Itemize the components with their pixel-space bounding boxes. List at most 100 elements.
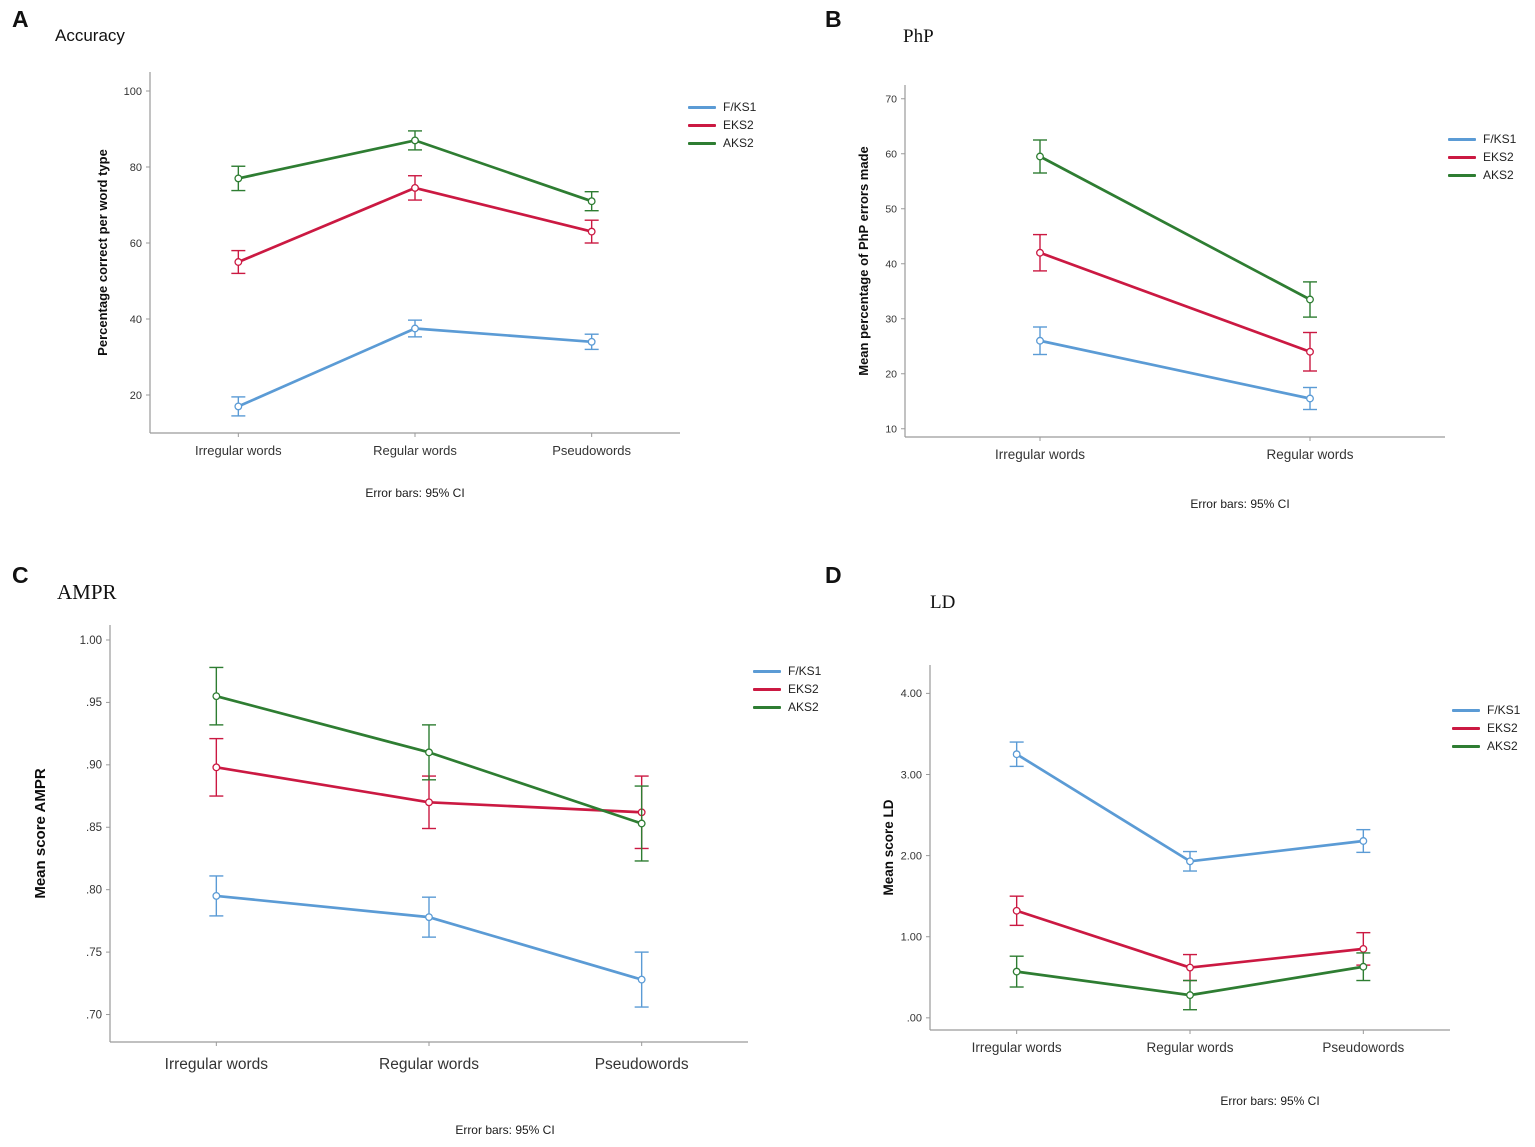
x-category-label: Pseudowords	[1322, 1040, 1404, 1055]
line-chart-accuracy: 20 40 60 80 100 Irregular words Regular words P…	[0, 0, 790, 558]
data-point-marker	[1012, 750, 1021, 759]
chart-title-ampr: AMPR	[57, 580, 117, 604]
chart-svg-A: 20 40 60 80 100 Irregular words Regular words P…	[95, 72, 680, 458]
series-line	[1038, 155, 1312, 301]
x-category-label: Irregular words	[195, 443, 282, 458]
legend-item-eks2: EKS2	[688, 118, 756, 132]
data-point-marker	[425, 913, 433, 922]
legend-line-swatch	[1452, 744, 1480, 748]
panel-letter-d: D	[825, 562, 842, 588]
chart-svg-D: .00 1.00 2.00 3.00 4.00 Irregular words Regula…	[881, 665, 1450, 1055]
legend-line-swatch	[688, 141, 716, 145]
panel-letter-a: A	[12, 6, 29, 32]
legend-label: AKS2	[1487, 739, 1518, 753]
legend-label: AKS2	[1483, 168, 1514, 182]
x-category-label: Irregular words	[972, 1040, 1062, 1055]
series-aks2	[1033, 139, 1317, 318]
data-point-marker	[1306, 347, 1314, 356]
y-tick-label: 60	[885, 149, 897, 161]
legend-label: F/KS1	[1483, 132, 1517, 146]
series-eks2	[1009, 895, 1371, 982]
y-tick-label: 60	[130, 238, 142, 250]
legend-line-swatch	[688, 123, 716, 127]
data-point-marker	[425, 798, 433, 807]
series-eks2	[231, 175, 599, 275]
data-point-marker	[1306, 394, 1314, 403]
y-tick-label: .95	[86, 697, 102, 709]
error-bars-caption-accuracy: Error bars: 95% CI	[365, 486, 465, 500]
data-point-marker	[1186, 991, 1194, 1000]
data-point-marker	[587, 337, 596, 346]
y-tick-label: 30	[885, 314, 897, 326]
series-fks1	[231, 319, 599, 417]
data-point-marker	[637, 975, 646, 984]
series-aks2	[1009, 952, 1371, 1011]
y-tick-label: .75	[86, 947, 102, 959]
x-category-label: Pseudowords	[595, 1056, 689, 1073]
series-line	[1038, 339, 1312, 400]
legend-item-fks1: F/KS1	[1448, 132, 1516, 146]
legend-label: AKS2	[788, 700, 819, 714]
x-category-label: Regular words	[373, 443, 457, 458]
panel-letter-c: C	[12, 562, 29, 588]
legend-line-swatch	[1448, 137, 1476, 141]
panel-accuracy: A Accuracy 20 40 60 80 100 Irregular words Reg…	[0, 0, 790, 558]
y-tick-label: .90	[86, 760, 102, 772]
series-aks2	[209, 666, 649, 862]
chart-title-ld: LD	[930, 592, 956, 613]
data-point-marker	[411, 136, 419, 145]
legend-item-fks1: F/KS1	[688, 100, 756, 114]
series-line	[1015, 752, 1365, 863]
series-line	[1038, 251, 1312, 354]
data-point-marker	[1359, 962, 1368, 971]
legend-label: F/KS1	[723, 100, 757, 114]
data-point-marker	[587, 197, 596, 206]
legend-item-aks2: AKS2	[688, 136, 756, 150]
data-point-marker	[425, 748, 433, 757]
x-category-label: Regular words	[1266, 447, 1353, 462]
data-point-marker	[212, 891, 221, 900]
error-bars-caption-ampr: Error bars: 95% CI	[455, 1123, 555, 1137]
series-line	[236, 327, 594, 408]
legend-item-aks2: AKS2	[1452, 739, 1520, 753]
data-point-marker	[1036, 248, 1044, 257]
legend-line-swatch	[1448, 155, 1476, 159]
legend-label: F/KS1	[1487, 703, 1521, 717]
series-aks2	[231, 130, 599, 212]
data-point-marker	[1306, 295, 1314, 304]
legend-item-fks1: F/KS1	[753, 664, 821, 678]
chart-svg-C: .70 .75 .80 .85 .90 .95 1.00 Irregular words Reg…	[32, 625, 748, 1073]
legend-ld: F/KS1 EKS2 AKS2	[1452, 703, 1520, 757]
y-axis-label: Percentage correct per word type	[95, 149, 110, 356]
data-point-marker	[1012, 967, 1021, 976]
y-tick-label: 40	[130, 314, 142, 326]
data-point-marker	[212, 692, 221, 701]
x-category-label: Regular words	[379, 1056, 479, 1073]
panel-ld: D LD .00 1.00 2.00 3.00 4.00 Irregular words R…	[790, 558, 1535, 1147]
y-tick-label: 20	[130, 390, 142, 402]
data-point-marker	[234, 402, 243, 411]
data-point-marker	[1359, 837, 1368, 845]
legend-line-swatch	[753, 705, 781, 709]
chart-svg-B: 10 20 30 40 50 60 70 Irregular words Regular wor…	[856, 85, 1445, 462]
series-fks1	[209, 875, 649, 1008]
data-point-marker	[1036, 152, 1044, 161]
x-category-label: Regular words	[1146, 1040, 1233, 1055]
line-chart-php: 10 20 30 40 50 60 70 Irregular words Regular wor…	[790, 0, 1535, 558]
y-tick-label: 70	[885, 94, 897, 106]
y-tick-label: 4.00	[901, 688, 922, 700]
y-tick-label: 1.00	[901, 932, 922, 944]
y-tick-label: .70	[86, 1009, 102, 1021]
legend-label: EKS2	[1483, 150, 1514, 164]
data-point-marker	[212, 763, 221, 772]
legend-item-fks1: F/KS1	[1452, 703, 1520, 717]
legend-php: F/KS1 EKS2 AKS2	[1448, 132, 1516, 186]
legend-item-aks2: AKS2	[753, 700, 821, 714]
legend-item-eks2: EKS2	[1452, 721, 1520, 735]
data-point-marker	[1012, 906, 1021, 915]
x-category-label: Irregular words	[995, 447, 1085, 462]
y-axis-label: Mean score LD	[881, 799, 896, 895]
legend-line-swatch	[1452, 708, 1480, 712]
data-point-marker	[234, 174, 243, 183]
error-bars-caption-php: Error bars: 95% CI	[1190, 497, 1290, 511]
